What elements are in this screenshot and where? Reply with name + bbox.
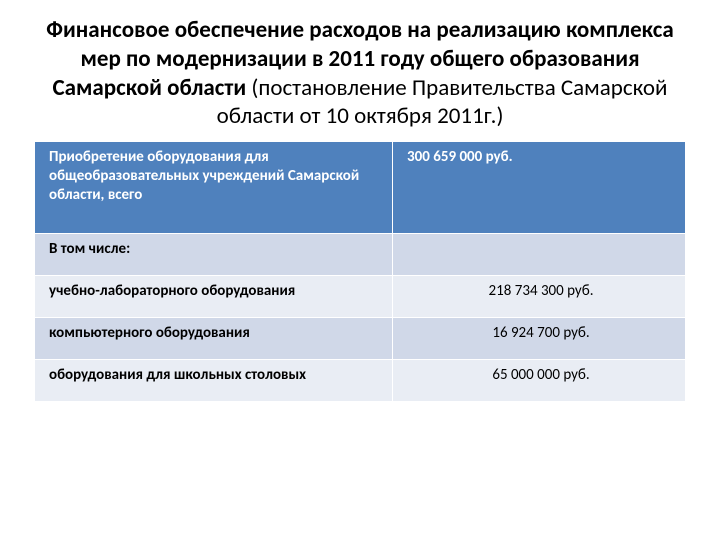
row-amount: 218 734 300 руб.	[393, 276, 686, 318]
header-label: Приобретение оборудования для общеобразо…	[35, 142, 393, 234]
slide-title: Финансовое обеспечение расходов на реали…	[34, 16, 686, 131]
finance-table: Приобретение оборудования для общеобразо…	[34, 141, 686, 402]
table-row: компьютерного оборудования 16 924 700 ру…	[35, 318, 686, 360]
header-amount: 300 659 000 руб.	[393, 142, 686, 234]
table-row: учебно-лабораторного оборудования 218 73…	[35, 276, 686, 318]
row-amount: 16 924 700 руб.	[393, 318, 686, 360]
row-label: учебно-лабораторного оборудования	[35, 276, 393, 318]
title-rest: (постановление Правительства Самарской о…	[217, 74, 668, 131]
row-label: оборудования для школьных столовых	[35, 360, 393, 402]
subheader-amount	[393, 234, 686, 276]
subheader-label: В том числе:	[35, 234, 393, 276]
table-header-row: Приобретение оборудования для общеобразо…	[35, 142, 686, 234]
row-amount: 65 000 000 руб.	[393, 360, 686, 402]
table-subheader-row: В том числе:	[35, 234, 686, 276]
table-row: оборудования для школьных столовых 65 00…	[35, 360, 686, 402]
row-label: компьютерного оборудования	[35, 318, 393, 360]
slide: Финансовое обеспечение расходов на реали…	[0, 0, 720, 540]
